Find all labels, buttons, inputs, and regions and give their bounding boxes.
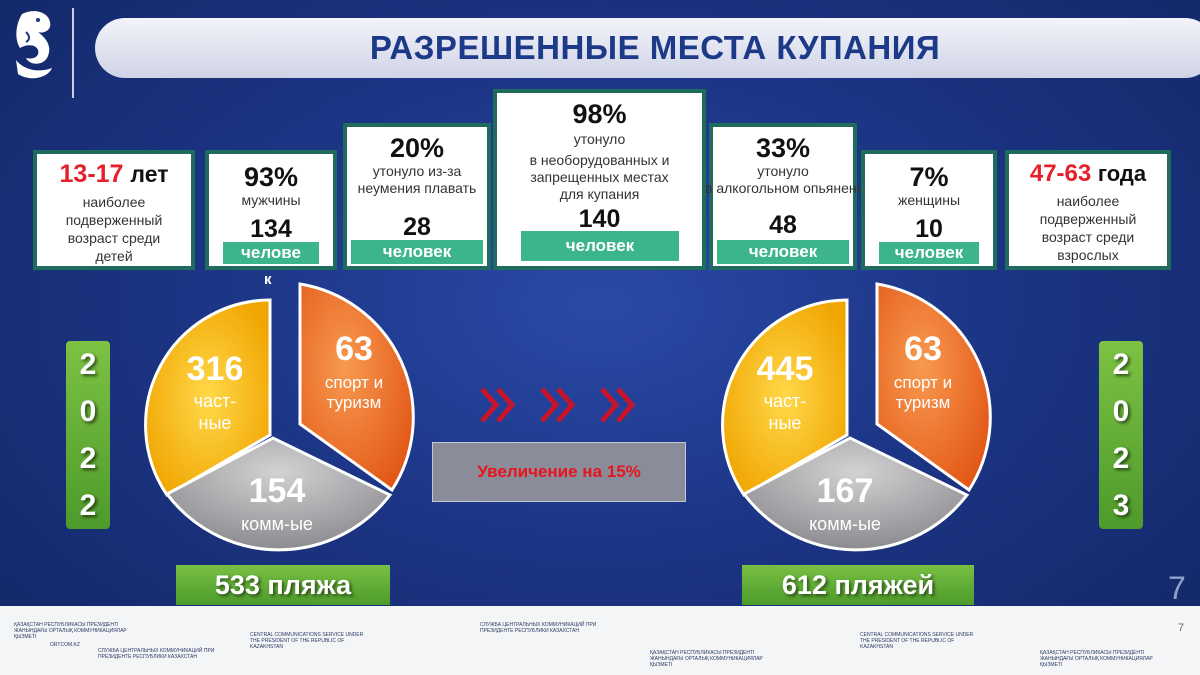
footer-ru-text: СЛУЖБА ЦЕНТРАЛЬНЫХ КОММУНИКАЦИЙ ПРИ ПРЕЗ… <box>98 648 215 660</box>
pie-2022-sport-label1: спорт и <box>325 373 383 392</box>
footer-kz-text-2: ҚАЗАҚСТАН РЕСПУБЛИКАСЫ ПРЕЗИДЕНТІ ЖАНЫНД… <box>650 650 763 668</box>
pie-2023-communal-label: комм-ые <box>809 514 881 534</box>
pie-2023-communal-slice <box>741 436 970 552</box>
pie-2023-private-label2: ные <box>769 413 802 433</box>
pie-2023-communal-value: 167 <box>817 472 874 510</box>
year-2022-digit: 0 <box>79 395 97 428</box>
footer-en-text-2: CENTRAL COMMUNICATIONS SERVICE UNDER THE… <box>860 632 974 650</box>
footer-ru-text-2: СЛУЖБА ЦЕНТРАЛЬНЫХ КОММУНИКАЦИЙ ПРИ ПРЕЗ… <box>480 622 597 634</box>
women-count: 10 <box>915 215 943 243</box>
cannot-swim-percent: 20% <box>389 133 445 163</box>
unequipped-desc: в необорудованных и запрещенных местах д… <box>529 152 670 202</box>
year-2022-digit: 2 <box>79 348 97 381</box>
pie-2023-sport-slice <box>875 282 992 493</box>
footer-kz-text: ҚАЗАҚСТАН РЕСПУБЛИКАСЫ ПРЕЗИДЕНТІ ЖАНЫНД… <box>14 622 127 640</box>
page-number: 7 <box>1168 570 1186 606</box>
beaches-2022: 533 пляжа <box>176 565 390 605</box>
adults-age-unit: года <box>1097 161 1147 186</box>
women-desc: женщины <box>897 192 960 208</box>
alcohol-desc: в алкогольном опьянении <box>705 180 873 196</box>
alcohol-percent: 33% <box>755 133 811 163</box>
men-count-unit-overflow: к <box>264 271 272 288</box>
pie-2023-sport-value: 63 <box>904 330 942 368</box>
women-count-unit: человек <box>879 242 979 264</box>
year-2023-digit: 2 <box>1112 442 1130 475</box>
stat-card-unequipped-places: 98% утонуло в необорудованных и запрещен… <box>493 89 706 270</box>
stat-card-cannot-swim: 20% утонуло из-за неумения плавать 28 че… <box>343 123 491 270</box>
men-percent: 93% <box>243 162 299 192</box>
year-2023-digit: 2 <box>1112 348 1130 381</box>
children-age-range: 13-17 <box>59 160 124 188</box>
adults-age-range: 47-63 <box>1029 160 1092 187</box>
pie-2023-sport-label1: спорт и <box>894 373 952 392</box>
increase-banner: Увеличение на 15% <box>432 442 686 502</box>
pie-2022-sport-value: 63 <box>335 330 373 368</box>
children-age-desc: наиболее подверженный возраст среди дете… <box>65 194 163 264</box>
title-bar <box>95 18 1200 78</box>
footer-site: ORTCOM.KZ <box>50 642 80 648</box>
year-2023-badge: 2 0 2 3 <box>1099 341 1143 529</box>
alcohol-count: 48 <box>769 211 797 239</box>
footer-kz-text-3: ҚАЗАҚСТАН РЕСПУБЛИКАСЫ ПРЕЗИДЕНТІ ЖАНЫНД… <box>1040 650 1153 668</box>
year-2022-badge: 2 0 2 2 <box>66 341 110 529</box>
footer-en-text: CENTRAL COMMUNICATIONS SERVICE UNDER THE… <box>250 632 364 650</box>
pie-2023-private-value: 445 <box>757 350 814 388</box>
women-percent: 7% <box>909 162 949 192</box>
alcohol-unit: человек <box>717 240 849 264</box>
men-desc: мужчины <box>241 192 301 208</box>
stat-card-alcohol: 33% утонуло в алкогольном опьянении 48 ч… <box>705 123 872 270</box>
pie-2022-communal-label: комм-ые <box>241 514 313 534</box>
unequipped-percent: 98% <box>572 99 627 129</box>
pie-2022-sport-slice <box>298 282 415 493</box>
pie-2022-communal-value: 154 <box>249 472 306 510</box>
pie-2022-private-label2: ные <box>199 413 232 433</box>
pie-2022-private-slice <box>144 298 272 498</box>
adults-age-desc: наиболее подверженный возраст среди взро… <box>1039 193 1137 263</box>
cannot-swim-desc: утонуло из-за неумения плавать <box>357 163 477 196</box>
snow-leopard-logo-icon <box>16 11 52 79</box>
year-2022-digit: 2 <box>79 489 97 522</box>
alcohol-desc-top: утонуло <box>757 163 809 179</box>
men-count: 134 <box>250 215 292 243</box>
cannot-swim-unit: человек <box>351 240 483 264</box>
stat-card-adults-age: 47-63 года наиболее подверженный возраст… <box>1005 150 1171 270</box>
pie-2023: 445 част- ные 63 спорт и туризм 167 комм… <box>721 282 992 552</box>
pie-2022-communal-slice <box>164 436 393 552</box>
unequipped-unit: человек <box>521 231 679 261</box>
pie-2023-private-slice <box>721 298 849 498</box>
pie-2023-sport-label2: туризм <box>896 393 951 412</box>
year-2022-digit: 2 <box>79 442 97 475</box>
men-count-unit: челове <box>223 242 319 264</box>
pie-2022-sport-label2: туризм <box>327 393 382 412</box>
beaches-2023: 612 пляжей <box>742 565 974 605</box>
stat-card-women: 7% женщины 10 человек <box>861 150 997 270</box>
page-title: РАЗРЕШЕННЫЕ МЕСТА КУПАНИЯ <box>369 29 941 66</box>
growth-arrows-icon <box>480 387 636 423</box>
children-age-unit: лет <box>130 161 169 187</box>
header-divider <box>72 8 74 98</box>
unequipped-desc-top: утонуло <box>573 131 626 147</box>
pie-2022: 316 част- ные 63 спорт и туризм 154 комм… <box>144 282 415 552</box>
year-2023-digit: 3 <box>1112 489 1130 522</box>
stat-card-men: 93% мужчины 134 челове <box>205 150 337 270</box>
page-number-small: 7 <box>1178 622 1185 634</box>
pie-2023-private-label1: част- <box>764 391 807 411</box>
year-2023-digit: 0 <box>1112 395 1130 428</box>
cannot-swim-count: 28 <box>403 213 431 241</box>
footer-watermark: ҚАЗАҚСТАН РЕСПУБЛИКАСЫ ПРЕЗИДЕНТІ ЖАНЫНД… <box>0 606 1200 675</box>
pie-2022-private-label1: част- <box>194 391 237 411</box>
stat-card-children-age: 13-17 лет наиболее подверженный возраст … <box>33 150 195 270</box>
unequipped-count: 140 <box>578 205 621 233</box>
pie-2022-private-value: 316 <box>187 350 244 388</box>
